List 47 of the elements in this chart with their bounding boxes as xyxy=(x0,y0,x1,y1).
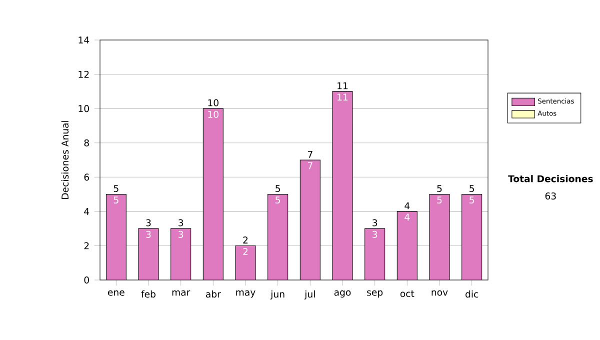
data-label: 7 xyxy=(308,162,312,170)
y-tick-label: 4 xyxy=(84,208,90,215)
y-tick-label: 2 xyxy=(84,242,89,250)
text: Total Decisiones xyxy=(508,175,593,182)
x-tick-label: oct xyxy=(400,290,414,298)
y-tick-label: 10 xyxy=(78,105,89,112)
total-label: 5 xyxy=(276,185,280,192)
data-label: 5 xyxy=(470,196,474,204)
y-tick-label: 6 xyxy=(84,174,90,181)
y-tick-label: 8 xyxy=(84,139,89,146)
total-label: 7 xyxy=(308,150,312,158)
data-label: 2 xyxy=(243,248,248,255)
data-label: 11 xyxy=(338,94,348,100)
x-tick-label: ene xyxy=(108,290,124,296)
data-label: 3 xyxy=(372,230,378,238)
x-tick-label: jun xyxy=(270,290,284,300)
total-label: 3 xyxy=(178,219,184,226)
y-tick-label: 0 xyxy=(84,276,89,284)
total-label: 5 xyxy=(114,185,118,192)
x-tick-label: jul xyxy=(304,290,315,300)
x-tick-label: sep xyxy=(367,290,383,298)
total-label: 4 xyxy=(404,202,410,210)
y-tick-label: 12 xyxy=(78,70,89,78)
total-label: 3 xyxy=(372,219,378,226)
x-tick-label: mar xyxy=(172,290,190,296)
data-label: 3 xyxy=(146,230,151,238)
total-label: 11 xyxy=(338,82,348,90)
text: 63 xyxy=(545,192,556,200)
y-tick-label: 14 xyxy=(78,36,90,44)
data-label: 5 xyxy=(114,196,118,204)
x-tick-label: dic xyxy=(466,290,478,298)
total-label: 10 xyxy=(208,99,218,106)
x-tick-label: nov xyxy=(432,290,448,296)
total-label: 3 xyxy=(146,219,151,226)
x-tick-label: may xyxy=(236,290,256,298)
x-tick-label: ago xyxy=(334,290,351,298)
data-label: 3 xyxy=(178,230,184,238)
data-label: 10 xyxy=(208,110,218,118)
total-label: 5 xyxy=(470,185,474,192)
x-tick-label: feb xyxy=(141,290,156,298)
data-label: 5 xyxy=(276,196,280,204)
data-label: 4 xyxy=(404,214,410,220)
x-tick-label: abr xyxy=(206,290,221,298)
data-label: 5 xyxy=(437,196,442,204)
y-axis-title: Decisiones Anual xyxy=(61,120,69,199)
total-label: 2 xyxy=(243,236,248,244)
total-label: 5 xyxy=(437,185,442,192)
